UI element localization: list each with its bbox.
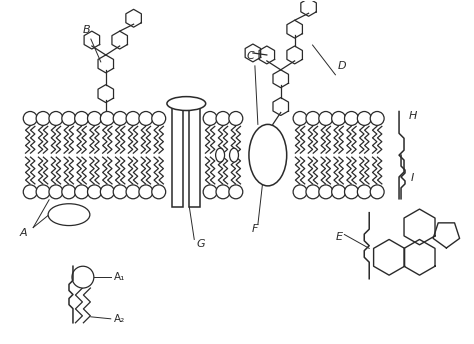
Circle shape bbox=[152, 111, 166, 125]
Bar bbox=[189, 104, 200, 207]
Bar bbox=[173, 104, 183, 207]
Circle shape bbox=[345, 111, 358, 125]
Text: F: F bbox=[252, 224, 258, 234]
Circle shape bbox=[139, 185, 153, 199]
Circle shape bbox=[100, 185, 114, 199]
Ellipse shape bbox=[167, 97, 206, 110]
Text: E: E bbox=[336, 233, 343, 243]
Text: C: C bbox=[246, 51, 254, 61]
Circle shape bbox=[113, 111, 127, 125]
Ellipse shape bbox=[216, 148, 225, 162]
Circle shape bbox=[139, 111, 153, 125]
Circle shape bbox=[203, 111, 217, 125]
Circle shape bbox=[306, 111, 320, 125]
Ellipse shape bbox=[229, 148, 238, 162]
Circle shape bbox=[23, 111, 37, 125]
Circle shape bbox=[370, 111, 384, 125]
Circle shape bbox=[319, 111, 333, 125]
Circle shape bbox=[126, 111, 140, 125]
Circle shape bbox=[75, 111, 89, 125]
Circle shape bbox=[216, 185, 230, 199]
Circle shape bbox=[332, 185, 346, 199]
Circle shape bbox=[357, 111, 371, 125]
Circle shape bbox=[357, 185, 371, 199]
Text: H: H bbox=[409, 111, 418, 121]
Circle shape bbox=[345, 185, 358, 199]
Circle shape bbox=[36, 185, 50, 199]
Circle shape bbox=[229, 185, 243, 199]
Circle shape bbox=[49, 111, 63, 125]
Circle shape bbox=[100, 111, 114, 125]
Circle shape bbox=[72, 266, 94, 288]
Ellipse shape bbox=[48, 204, 90, 226]
Circle shape bbox=[36, 111, 50, 125]
Circle shape bbox=[23, 185, 37, 199]
Circle shape bbox=[293, 111, 307, 125]
Circle shape bbox=[319, 185, 333, 199]
Circle shape bbox=[306, 185, 320, 199]
Ellipse shape bbox=[249, 125, 287, 186]
Circle shape bbox=[370, 185, 384, 199]
Circle shape bbox=[88, 185, 101, 199]
Circle shape bbox=[293, 185, 307, 199]
Circle shape bbox=[62, 111, 76, 125]
Circle shape bbox=[203, 185, 217, 199]
Text: A: A bbox=[19, 228, 27, 238]
Text: D: D bbox=[337, 61, 346, 71]
Circle shape bbox=[113, 185, 127, 199]
Text: B: B bbox=[83, 25, 91, 35]
Circle shape bbox=[126, 185, 140, 199]
Circle shape bbox=[75, 185, 89, 199]
Circle shape bbox=[88, 111, 101, 125]
Text: A₂: A₂ bbox=[114, 314, 125, 324]
Circle shape bbox=[216, 111, 230, 125]
Text: A₁: A₁ bbox=[114, 272, 125, 282]
Circle shape bbox=[152, 185, 166, 199]
Circle shape bbox=[229, 111, 243, 125]
Circle shape bbox=[62, 185, 76, 199]
Text: G: G bbox=[196, 239, 205, 249]
Circle shape bbox=[332, 111, 346, 125]
Circle shape bbox=[49, 185, 63, 199]
Text: I: I bbox=[411, 173, 414, 183]
